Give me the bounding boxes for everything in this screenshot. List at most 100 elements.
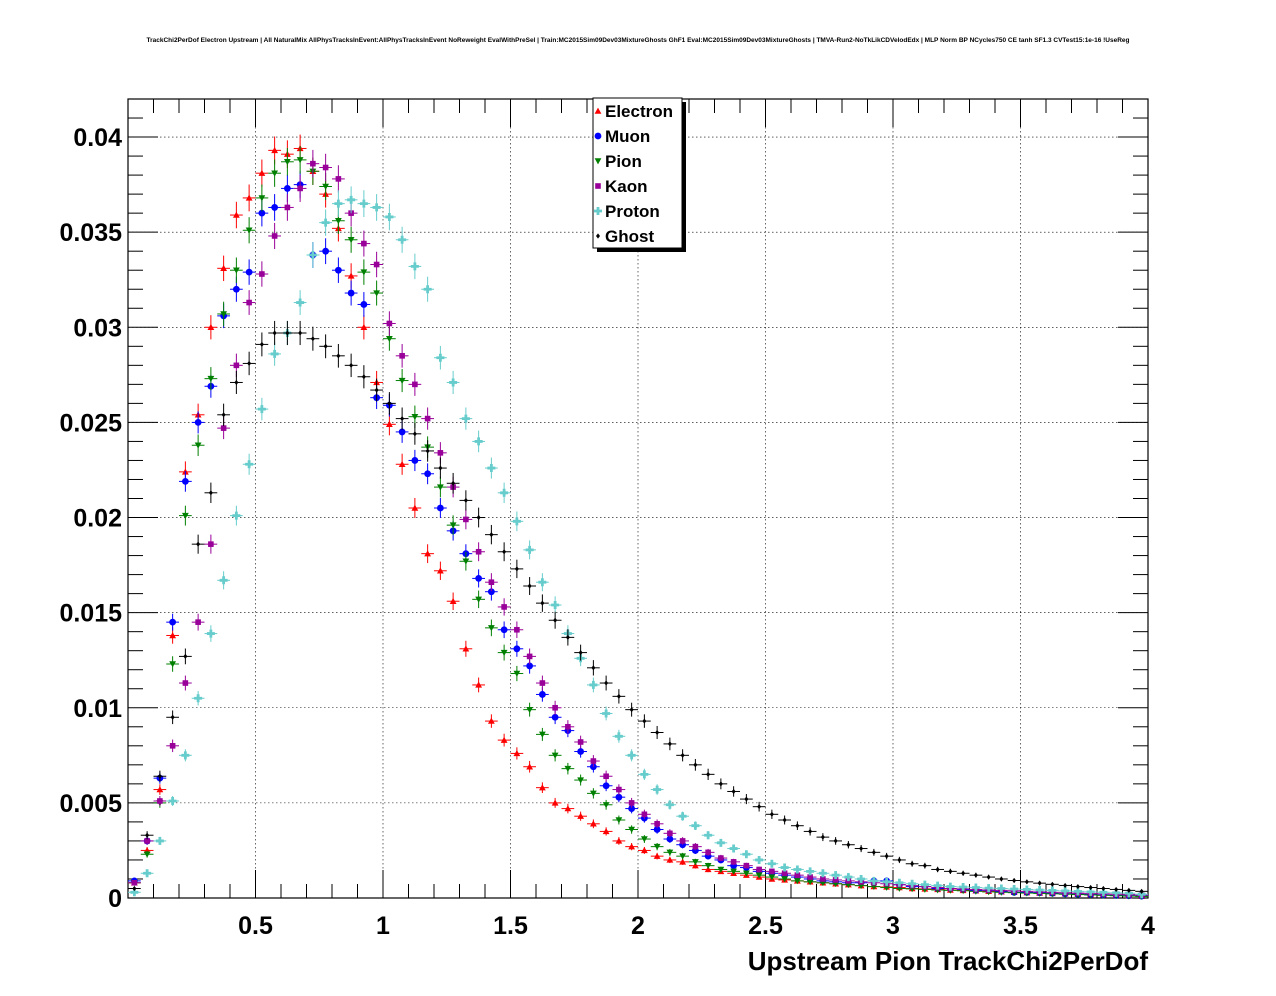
data-point [424, 415, 431, 422]
data-point [181, 512, 189, 520]
x-tick-label: 2.5 [748, 912, 783, 940]
legend-entry: Muon [594, 127, 650, 146]
data-point [398, 460, 406, 467]
data-point [207, 323, 215, 331]
data-point [538, 691, 546, 698]
data-point [247, 360, 252, 367]
legend-label: Pion [605, 152, 642, 171]
data-point [755, 855, 764, 864]
data-point [412, 431, 417, 437]
x-tick-label: 3 [886, 912, 900, 940]
data-point [219, 576, 228, 585]
data-point [513, 670, 521, 677]
data-point [183, 653, 188, 659]
data-point [487, 588, 495, 596]
data-point [642, 718, 647, 724]
data-point [207, 375, 215, 383]
data-point [603, 773, 609, 780]
data-point [334, 266, 342, 274]
legend-entry: Electron [594, 102, 673, 121]
data-point [615, 837, 623, 844]
data-point [629, 707, 634, 713]
data-point [373, 261, 380, 268]
data-point [844, 873, 853, 882]
data-point [513, 750, 521, 757]
data-point [487, 625, 495, 632]
data-point [794, 872, 801, 878]
legend-label: Muon [605, 127, 650, 146]
data-point [143, 869, 152, 878]
data-point [755, 872, 763, 879]
data-point [385, 212, 394, 221]
data-point [386, 320, 393, 327]
data-point [297, 185, 303, 192]
data-point [655, 729, 660, 736]
data-point [296, 157, 304, 164]
data-point [526, 763, 534, 770]
data-point [373, 290, 381, 297]
chart-title: TrackChi2PerDof Electron Upstream | All … [146, 37, 1129, 44]
data-point [398, 377, 406, 384]
data-point [474, 437, 483, 446]
data-point [948, 868, 953, 874]
data-point [194, 419, 202, 426]
legend-entry: Kaon [595, 177, 648, 196]
data-point [463, 516, 469, 523]
data-point [220, 425, 227, 431]
data-point [1088, 884, 1093, 891]
data-point [270, 349, 279, 358]
data-point [691, 859, 699, 866]
data-point [461, 414, 470, 423]
data-point [604, 680, 609, 686]
data-point [257, 405, 266, 414]
data-point [156, 786, 164, 793]
data-point [653, 826, 661, 833]
data-point [475, 681, 483, 688]
data-point [298, 330, 303, 336]
data-point [820, 834, 825, 840]
data-point [347, 289, 355, 297]
legend-label: Ghost [605, 227, 654, 246]
data-point [832, 877, 839, 883]
data-point [451, 480, 456, 486]
data-point [1101, 885, 1106, 892]
data-point [169, 743, 176, 749]
legend-box [592, 97, 683, 249]
data-point [577, 739, 584, 745]
data-point [462, 645, 470, 652]
data-point [744, 796, 749, 802]
data-point [577, 812, 585, 819]
data-point [959, 882, 968, 891]
data-point [514, 626, 520, 633]
data-point [361, 374, 366, 380]
x-tick-label: 3.5 [1003, 912, 1038, 940]
series-ghost [128, 320, 1148, 894]
data-point [743, 862, 750, 869]
data-point [526, 653, 533, 660]
data-point [1035, 886, 1044, 895]
data-point [1010, 885, 1019, 894]
data-point [143, 851, 151, 858]
x-tick-label: 1.5 [493, 912, 528, 940]
data-point [704, 831, 713, 840]
data-point [806, 879, 814, 886]
data-point [678, 812, 687, 821]
data-point [398, 235, 407, 244]
data-point [553, 617, 558, 623]
data-point [526, 706, 534, 714]
data-point [232, 285, 240, 293]
data-point [999, 876, 1004, 882]
data-point [449, 522, 457, 529]
data-point [245, 227, 253, 234]
data-point [895, 878, 904, 887]
y-tick-labels: 0 0.005 0.01 0.015 0.02 0.025 0.03 0.035 0.04 [59, 124, 122, 913]
data-point [984, 884, 993, 893]
data-point [871, 849, 876, 855]
data-point [501, 604, 507, 610]
data-point [347, 195, 356, 204]
data-point [271, 170, 279, 177]
data-point [169, 661, 177, 668]
data-point [679, 853, 687, 860]
data-point [704, 866, 712, 873]
